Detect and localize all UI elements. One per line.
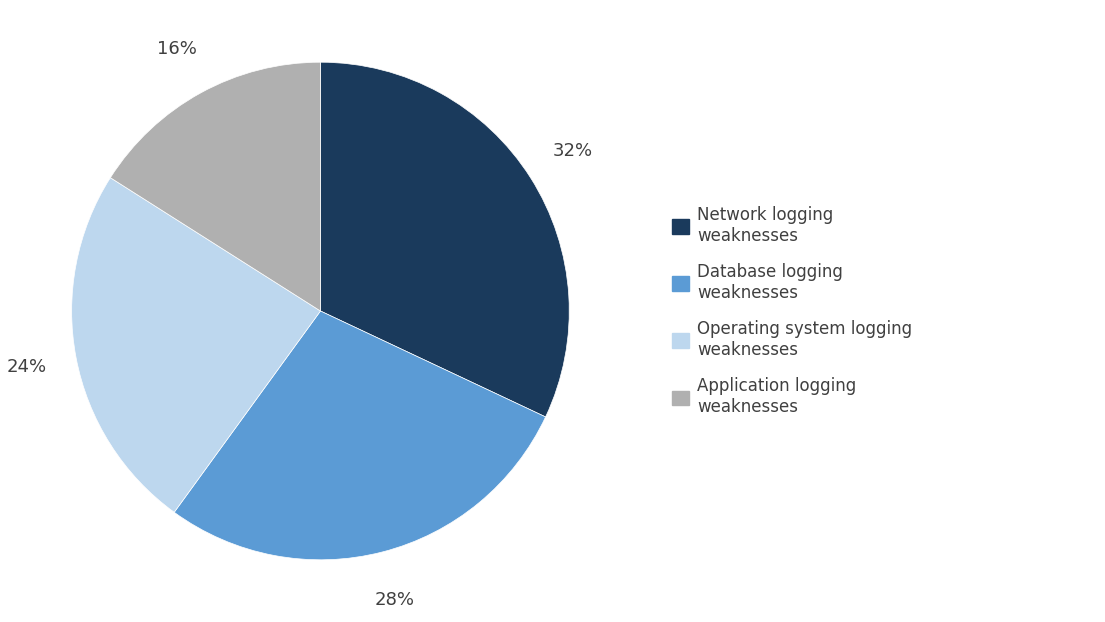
Text: 32%: 32% <box>552 142 592 160</box>
Wedge shape <box>175 311 546 560</box>
Wedge shape <box>72 178 320 513</box>
Legend: Network logging
weaknesses, Database logging
weaknesses, Operating system loggin: Network logging weaknesses, Database log… <box>673 206 913 416</box>
Text: 16%: 16% <box>157 40 197 58</box>
Wedge shape <box>110 62 320 311</box>
Text: 24%: 24% <box>7 358 48 376</box>
Text: 28%: 28% <box>375 591 414 609</box>
Wedge shape <box>320 62 569 417</box>
